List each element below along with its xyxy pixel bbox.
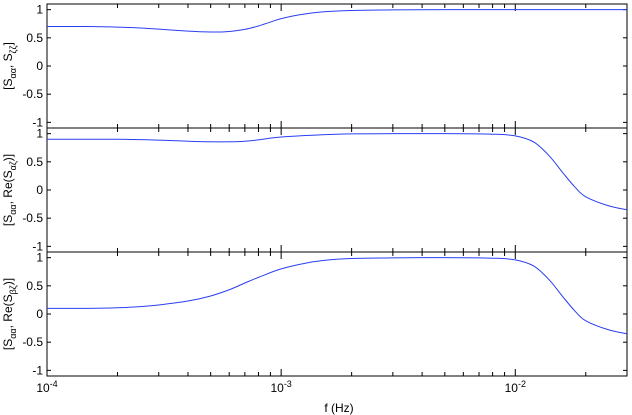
panel-3: -1 -0.5 0 0.5 1 10-4 10-3 10-2 [Sαα, Re(Sβζ)]	[1, 251, 628, 395]
x-tick-label: 10-2	[505, 379, 526, 395]
x-tick-label: 10-3	[270, 379, 291, 395]
y-tick-label: 0	[36, 307, 43, 321]
series-line-1	[46, 257, 628, 335]
y-axis-label: [Sαα, Sζζ]	[1, 42, 18, 90]
series-line-1	[46, 9, 627, 33]
y-tick-label: 0	[36, 59, 43, 73]
y-tick-label: -0.5	[22, 335, 43, 349]
plot-frame	[46, 3, 628, 129]
y-axis-label: [Sαα, Re(Sαζ)]	[1, 154, 18, 226]
x-axis-label: f (Hz)	[324, 401, 353, 415]
y-tick-label: -1	[32, 115, 43, 129]
y-tick-label: 1	[36, 251, 43, 265]
x-tick-label: 10-4	[36, 379, 57, 395]
panel-2: -1 -0.5 0 0.5 1 [Sαα, Re(Sαζ)]	[1, 127, 628, 253]
y-tick-label: -1	[32, 239, 43, 253]
y-tick-label: -1	[32, 363, 43, 377]
y-tick-label: 0	[36, 183, 43, 197]
y-tick-label: 0.5	[26, 279, 43, 293]
y-tick-label: 0.5	[26, 155, 43, 169]
y-tick-label: -0.5	[22, 211, 43, 225]
y-tick-label: 0.5	[26, 31, 43, 45]
panels: -1 -0.5 0 0.5 1 [Sαα, Sζζ] -1 -0.5 0 0.5 1 [Sαα, Re…	[1, 3, 628, 395]
y-tick-label: -0.5	[22, 87, 43, 101]
y-axis-label: [Sαα, Re(Sβζ)]	[1, 278, 18, 350]
panel-1: -1 -0.5 0 0.5 1 [Sαα, Sζζ]	[1, 3, 628, 129]
series-line-1	[46, 133, 628, 211]
y-tick-label: 1	[36, 127, 43, 141]
y-tick-label: 1	[36, 3, 43, 17]
